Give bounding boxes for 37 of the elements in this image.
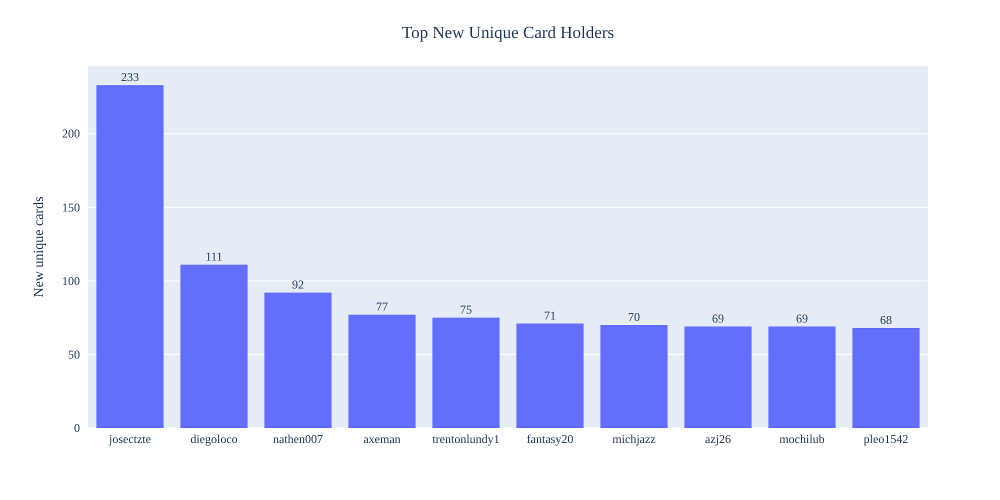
x-tick-label: diegoloco — [190, 432, 238, 446]
y-tick-label: 0 — [74, 421, 80, 435]
data-label: 77 — [376, 300, 388, 314]
y-tick-label: 50 — [68, 347, 80, 362]
x-tick-label: michjazz — [612, 432, 656, 446]
y-tick-label: 150 — [62, 200, 80, 214]
data-label: 111 — [205, 250, 223, 264]
bar — [348, 314, 416, 428]
bar — [516, 324, 584, 428]
data-label: 75 — [460, 302, 472, 317]
bar — [768, 326, 836, 428]
x-tick-label: josectzte — [108, 432, 151, 446]
chart-title: Top New Unique Card Holders — [402, 23, 614, 42]
x-tick-label: pleo1542 — [864, 432, 908, 446]
y-tick-label: 100 — [62, 274, 80, 288]
data-label: 69 — [712, 311, 724, 326]
data-label: 92 — [292, 278, 304, 292]
data-label: 69 — [796, 311, 808, 326]
bar — [180, 264, 248, 428]
x-tick-label: trentonlundy1 — [432, 432, 500, 446]
bar — [852, 328, 920, 428]
data-label: 68 — [880, 312, 892, 327]
bar — [264, 292, 332, 428]
bar — [600, 324, 668, 428]
data-label: 71 — [544, 308, 556, 323]
y-tick-label: 200 — [62, 126, 80, 141]
x-tick-label: nathen007 — [273, 432, 323, 446]
bar — [684, 326, 752, 428]
data-label: 70 — [628, 310, 640, 324]
y-axis-title: New unique cards — [32, 196, 47, 298]
x-tick-label: mochilub — [779, 432, 825, 446]
bar — [96, 85, 164, 428]
x-tick-label: fantasy20 — [526, 432, 574, 446]
bar — [432, 318, 500, 428]
data-label: 233 — [121, 70, 139, 84]
x-tick-label: azj26 — [705, 432, 731, 446]
x-tick-label: axeman — [363, 432, 401, 446]
